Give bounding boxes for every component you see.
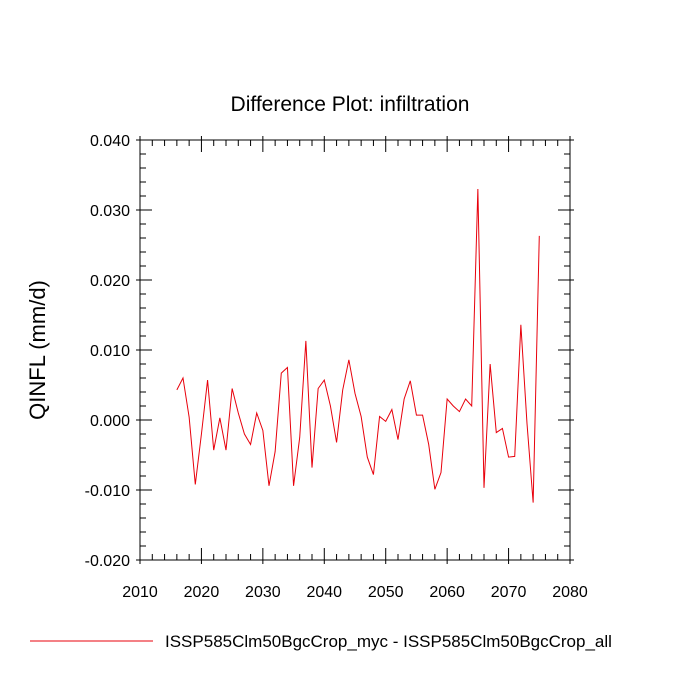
y-tick-label: -0.020 [85,553,130,570]
legend-label: ISSP585Clm50BgcCrop_myc - ISSP585Clm50Bg… [165,632,612,651]
y-tick-label: 0.000 [90,413,130,430]
chart-title: Difference Plot: infiltration [231,93,470,116]
plot-frame [139,139,571,561]
x-tick-label: 2060 [429,584,465,601]
x-tick-labels: 2010 2020 2030 2040 2050 2060 2070 2080 [122,584,588,601]
x-tick-label: 2010 [122,584,158,601]
y-tick-label: 0.020 [90,273,130,290]
legend: ISSP585Clm50BgcCrop_myc - ISSP585Clm50Bg… [30,632,612,651]
x-tick-label: 2020 [184,584,220,601]
axis-ticks [136,136,574,564]
series-line [176,188,540,503]
y-tick-label: 0.010 [90,343,130,360]
y-tick-label: 0.040 [90,133,130,150]
x-tick-label: 2040 [306,584,342,601]
y-tick-labels: -0.020 -0.010 0.000 0.010 0.020 0.030 0.040 [85,133,130,570]
y-tick-label: -0.010 [85,483,130,500]
x-tick-label: 2050 [368,584,404,601]
x-tick-label: 2080 [552,584,588,601]
x-tick-label: 2070 [491,584,527,601]
x-tick-label: 2030 [245,584,281,601]
y-axis-label: QINFL (mm/d) [25,280,50,420]
y-tick-label: 0.030 [90,203,130,220]
